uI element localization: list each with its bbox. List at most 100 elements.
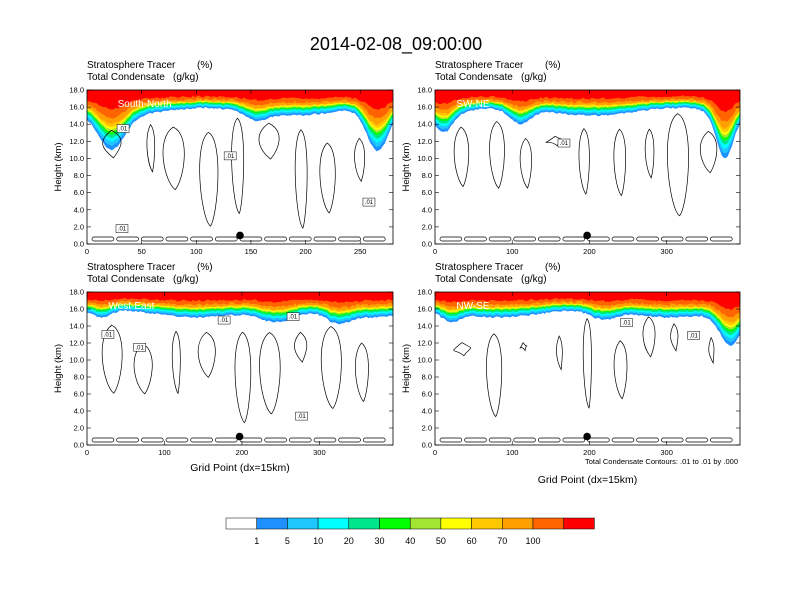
colorbar-label: 30 — [374, 536, 384, 546]
condensate-contour — [258, 122, 280, 160]
low-cloud-contour — [537, 437, 561, 443]
y-tick-label: 12.0 — [417, 137, 432, 146]
x-tick-label: 200 — [583, 448, 596, 457]
condensate-contour — [259, 332, 281, 415]
condensate-contour — [199, 131, 219, 227]
colorbar-swatch — [317, 517, 350, 530]
panel-subtitle: Total Condensate — [435, 72, 513, 83]
y-tick-label: 0.0 — [422, 240, 432, 249]
panel-title: Stratosphere Tracer — [87, 60, 176, 71]
y-tick-label: 2.0 — [74, 222, 84, 231]
y-tick-label: 2.0 — [422, 222, 432, 231]
inset-label: South-North — [118, 99, 172, 110]
condensate-contour — [582, 318, 592, 409]
condensate-contour — [670, 323, 679, 352]
low-cloud-contour — [660, 236, 684, 242]
x-tick-label: 200 — [583, 247, 596, 256]
colorbar-label: 70 — [497, 536, 507, 546]
contour-label-box — [116, 124, 130, 133]
low-cloud-contour — [710, 236, 733, 242]
plot-frame — [86, 89, 394, 245]
y-tick-label: 4.0 — [422, 205, 432, 214]
y-axis-label: Height (km) — [53, 344, 64, 393]
low-cloud-contour — [464, 236, 487, 242]
condensate-contour — [319, 142, 336, 214]
colorbar-swatch — [287, 517, 319, 530]
page-title: 2014-02-08_09:00:00 — [310, 34, 482, 55]
contour-label: .01 — [119, 127, 128, 133]
contour-label-box — [286, 312, 300, 321]
colorbar-swatch — [348, 517, 380, 530]
low-cloud-contour — [513, 236, 536, 242]
condensate-contour — [231, 117, 245, 215]
y-tick-label: 0.0 — [74, 441, 84, 450]
low-cloud-contour — [562, 437, 586, 443]
inset-label: SW-NE — [456, 99, 489, 110]
tracer-field — [87, 292, 393, 325]
contour-label-box — [133, 343, 146, 352]
contour-label: .01 — [118, 227, 127, 233]
low-cloud-contour — [685, 236, 708, 242]
condensate-contour — [197, 331, 216, 378]
x-tick-label: 100 — [158, 448, 171, 457]
condensate-contour — [354, 137, 366, 183]
low-cloud-contour — [214, 236, 238, 242]
low-cloud-contour — [165, 236, 189, 242]
condensate-contour — [578, 128, 590, 195]
low-cloud-contour — [288, 437, 312, 443]
y-tick-label: 12.0 — [417, 339, 432, 348]
condensate-contour — [320, 326, 342, 409]
panel-title: Stratosphere Tracer — [435, 60, 524, 71]
low-cloud-contour — [636, 437, 659, 443]
colorbar-swatch — [409, 517, 442, 530]
contour-label-box — [557, 138, 571, 148]
condensate-contours — [439, 316, 733, 443]
x-tick-label: 300 — [660, 448, 673, 457]
y-tick-label: 12.0 — [69, 137, 84, 146]
contour-label: .01 — [689, 333, 698, 339]
colorbar-label: 10 — [313, 536, 323, 546]
condensate-contour — [101, 324, 123, 394]
x-tick-label: 200 — [299, 247, 312, 256]
tracer-field — [87, 90, 393, 152]
plot-frame — [434, 89, 741, 245]
condensate-contour — [133, 343, 153, 395]
panel-title: Stratosphere Tracer — [435, 262, 524, 273]
colorbar-swatch — [563, 517, 595, 530]
y-tick-label: 14.0 — [417, 322, 432, 331]
x-tick-label: 300 — [313, 448, 326, 457]
low-cloud-contour — [165, 437, 189, 443]
y-tick-label: 14.0 — [69, 322, 84, 331]
panel-title-units: (%) — [545, 262, 561, 273]
y-tick-label: 0.0 — [422, 441, 432, 450]
y-axis-label: Height (km) — [401, 142, 412, 191]
panels-group: .01 .01 .01 .01 South-North Stratosphere Trac… — [53, 60, 741, 486]
low-cloud-contour — [562, 236, 586, 242]
low-cloud-contour — [611, 236, 635, 242]
contour-label-box — [115, 224, 129, 233]
panel-3: .01 .01 .01 .01 .01 West-East Stratosphere Tra… — [53, 262, 394, 474]
low-cloud-contour — [91, 236, 115, 242]
low-cloud-contour — [116, 236, 139, 242]
contour-label: .01 — [104, 333, 113, 339]
condensate-contour — [294, 331, 308, 363]
tracer-band — [435, 292, 740, 310]
condensate-contour — [486, 333, 503, 418]
contour-label: .01 — [297, 414, 306, 420]
location-marker — [235, 432, 244, 441]
plot-area — [435, 292, 740, 445]
y-tick-label: 2.0 — [74, 424, 84, 433]
y-tick-label: 6.0 — [74, 390, 84, 399]
condensate-contour — [642, 316, 656, 358]
y-tick-label: 18.0 — [69, 288, 84, 297]
x-tick-label: 0 — [433, 247, 437, 256]
low-cloud-contour — [91, 437, 115, 443]
plot-frame — [86, 291, 394, 446]
condensate-contour — [613, 340, 628, 400]
contour-label-box — [223, 151, 237, 161]
panel-title-units: (%) — [197, 262, 213, 273]
tracer-band — [435, 90, 740, 113]
y-tick-label: 6.0 — [74, 188, 84, 197]
low-cloud-contour — [190, 437, 213, 443]
